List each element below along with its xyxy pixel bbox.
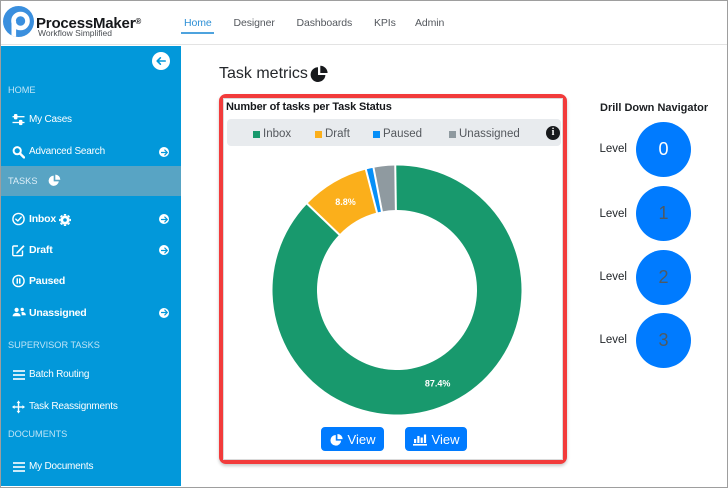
- nav-designer[interactable]: Designer: [233, 17, 275, 29]
- sidebar-item-label: Batch Routing: [29, 369, 90, 380]
- sidebar-item-task-reassignments[interactable]: Task Reassignments: [1, 396, 181, 418]
- arrow-right-circle-icon[interactable]: [159, 147, 169, 157]
- arrow-left-icon: [156, 57, 166, 65]
- sidebar-item-label: My Cases: [29, 114, 72, 125]
- users-icon: [12, 306, 27, 319]
- sidebar-section-label: TASKS: [8, 176, 38, 186]
- sidebar-item-inbox[interactable]: Inbox: [1, 208, 181, 230]
- pause-circle-icon: [12, 274, 25, 288]
- sliders-icon: [12, 114, 25, 127]
- nav-home-active-underline: [181, 32, 214, 34]
- drill-level-1-button[interactable]: 1: [636, 186, 691, 241]
- sidebar-collapse-button[interactable]: [152, 52, 170, 70]
- sidebar-item-label: Unassigned: [29, 306, 87, 319]
- drill-level-3-button[interactable]: 3: [636, 312, 691, 368]
- sidebar-item-draft[interactable]: Draft: [1, 239, 181, 261]
- gear-icon[interactable]: [59, 213, 71, 226]
- nav-admin[interactable]: Admin: [415, 17, 445, 29]
- chart-panel: Number of tasks per Task Status Inbox Dr…: [223, 98, 563, 460]
- pie-chart-icon: [329, 433, 343, 446]
- drill-level-2-button[interactable]: 2: [636, 249, 691, 305]
- sidebar-item-label: Draft: [29, 244, 53, 256]
- legend-label: Paused: [383, 128, 423, 140]
- drilldown-title: Drill Down Navigator: [600, 102, 709, 114]
- sidebar-section-supervisor-tasks: SUPERVISOR TASKS: [8, 339, 100, 350]
- paused-swatch: [373, 130, 380, 138]
- chart-title: Number of tasks per Task Status: [226, 100, 392, 113]
- sidebar-item-my-documents[interactable]: My Documents: [1, 456, 181, 478]
- donut-segment-unassigned[interactable]: [373, 165, 396, 212]
- search-icon: [12, 146, 25, 159]
- donut-segment-draft[interactable]: [307, 169, 377, 235]
- page-title: Task metrics: [219, 65, 308, 82]
- drill-level-label-2: Level: [599, 271, 628, 283]
- nav-home[interactable]: Home: [184, 17, 212, 29]
- edit-icon: [12, 244, 25, 257]
- drill-level-label-1: Level: [599, 207, 628, 220]
- sidebar: HOME My Cases Advanced S: [1, 46, 181, 486]
- donut-segment-inbox[interactable]: [272, 165, 522, 415]
- sidebar-item-label: Paused: [29, 275, 66, 287]
- sidebar-section-documents: DOCUMENTS: [8, 429, 68, 439]
- bar-chart-icon: [412, 434, 427, 446]
- move-icon: [12, 400, 25, 413]
- nav-kpis[interactable]: KPIs: [374, 17, 396, 29]
- sidebar-item-label: My Documents: [29, 460, 94, 472]
- legend-label: Draft: [325, 128, 350, 140]
- view-bar-button[interactable]: View: [405, 427, 467, 451]
- drill-level-0-button[interactable]: 0: [636, 121, 691, 177]
- legend-label: Inbox: [263, 128, 292, 140]
- pie-chart-icon: [310, 65, 328, 87]
- view-button-label: View: [347, 431, 376, 447]
- nav-dashboards[interactable]: Dashboards: [296, 17, 353, 29]
- registered-mark: ®: [135, 17, 142, 26]
- arrow-right-circle-icon[interactable]: [159, 307, 169, 318]
- info-icon[interactable]: i: [546, 125, 560, 140]
- top-header: ProcessMaker® Workflow Simplified Home D…: [1, 1, 727, 45]
- sidebar-item-paused[interactable]: Paused: [1, 270, 181, 292]
- check-circle-icon: [12, 212, 25, 226]
- list-icon: [12, 369, 25, 382]
- unassigned-swatch: [449, 130, 456, 138]
- sidebar-item-label: Inbox: [29, 213, 56, 225]
- drill-level-label-3: Level: [599, 334, 628, 346]
- sidebar-section-home: HOME: [8, 85, 36, 95]
- view-pie-button[interactable]: View: [321, 427, 384, 451]
- inbox-swatch: [253, 130, 260, 138]
- doughnut-chart[interactable]: 87.4% 8.8%: [267, 160, 527, 420]
- sidebar-item-batch-routing[interactable]: Batch Routing: [1, 364, 181, 386]
- donut-segment-paused[interactable]: [365, 167, 382, 213]
- drill-level-label-0: Level: [599, 143, 628, 155]
- view-button-label: View: [431, 431, 460, 447]
- legend-item-unassigned[interactable]: Unassigned: [449, 122, 520, 146]
- chart-legend: Inbox Draft Paused Unassigned i: [227, 119, 561, 146]
- donut-label-inbox: 87.4%: [425, 379, 451, 389]
- sidebar-item-unassigned[interactable]: Unassigned: [1, 302, 181, 324]
- task-status-chart-card: Number of tasks per Task Status Inbox Dr…: [219, 94, 567, 464]
- brand-tagline: Workflow Simplified: [38, 28, 113, 38]
- processmaker-logo-icon[interactable]: [3, 6, 34, 42]
- brand-name: ProcessMaker®: [36, 15, 142, 32]
- sidebar-item-label: Advanced Search: [29, 146, 105, 157]
- sidebar-item-label: Task Reassignments: [29, 400, 118, 412]
- sidebar-section-tasks[interactable]: TASKS: [1, 166, 181, 196]
- legend-label: Unassigned: [459, 128, 520, 140]
- arrow-right-circle-icon[interactable]: [159, 245, 169, 255]
- arrow-right-circle-icon[interactable]: [159, 214, 169, 224]
- list-icon: [12, 460, 25, 473]
- legend-item-inbox[interactable]: Inbox: [253, 122, 291, 146]
- legend-item-paused[interactable]: Paused: [373, 122, 422, 146]
- sidebar-item-my-cases[interactable]: My Cases: [1, 109, 181, 131]
- sidebar-item-advanced-search[interactable]: Advanced Search: [1, 141, 181, 163]
- draft-swatch: [315, 130, 322, 138]
- pie-chart-icon: [48, 174, 61, 192]
- legend-item-draft[interactable]: Draft: [315, 122, 350, 146]
- donut-label-draft: 8.8%: [335, 197, 356, 207]
